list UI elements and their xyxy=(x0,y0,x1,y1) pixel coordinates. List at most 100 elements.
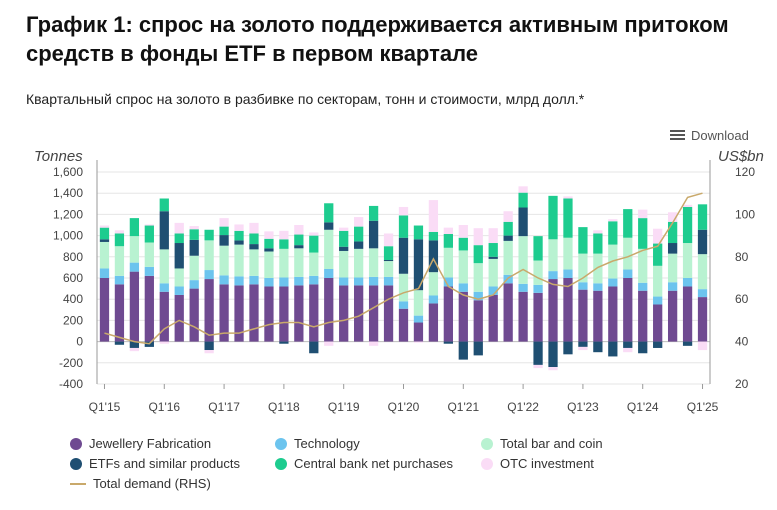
bar-segment-central_bank xyxy=(354,226,364,242)
bar-segment-otc xyxy=(204,350,214,354)
bar-segment-otc xyxy=(234,224,244,231)
legend-item-central-bank[interactable]: Central bank net purchases xyxy=(275,456,453,471)
legend-swatch-technology xyxy=(275,437,287,450)
bar-segment-otc xyxy=(264,231,274,239)
y-tick-label: -400 xyxy=(59,377,83,391)
bar-segment-jewellery xyxy=(608,286,618,342)
legend-item-otc[interactable]: OTC investment xyxy=(481,456,594,471)
bar-segment-technology xyxy=(398,301,409,309)
download-label: Download xyxy=(691,128,749,143)
bar-segment-central_bank xyxy=(294,234,304,246)
bar-segment-central_bank xyxy=(443,234,453,248)
bar-segment-central_bank xyxy=(578,227,588,254)
x-tick-label: Q1'17 xyxy=(208,400,240,414)
menu-icon xyxy=(670,130,685,141)
bar-segment-technology xyxy=(667,282,678,291)
legend-item-technology[interactable]: Technology xyxy=(275,436,360,451)
bar-segment-etf xyxy=(324,222,334,230)
bar-segment-jewellery xyxy=(129,271,140,342)
bar-segment-central_bank xyxy=(682,206,693,244)
legend-item-jewellery[interactable]: Jewellery Fabrication xyxy=(70,436,211,451)
bar-segment-technology xyxy=(697,289,708,298)
legend-item-etf[interactable]: ETFs and similar products xyxy=(70,456,240,471)
bar-segment-bar_coin xyxy=(563,237,573,270)
bar-segment-jewellery xyxy=(488,294,498,342)
bar-segment-technology xyxy=(428,295,439,304)
x-tick-label: Q1'19 xyxy=(328,400,360,414)
bar-segment-jewellery xyxy=(279,286,289,342)
bar-segment-jewellery xyxy=(368,285,379,342)
bar-segment-central_bank xyxy=(667,221,678,244)
bar-segment-etf xyxy=(354,241,364,249)
bar-segment-technology xyxy=(219,275,229,285)
bar-segment-bar_coin xyxy=(234,244,244,277)
bar-segment-jewellery xyxy=(144,275,154,342)
bar-segment-etf xyxy=(428,240,439,273)
bar-segment-otc xyxy=(443,227,453,235)
y-tick-label: 200 xyxy=(63,313,83,327)
bar-segment-bar_coin xyxy=(368,248,379,277)
legend-swatch-total-demand xyxy=(70,482,86,485)
legend-swatch-bar-coin xyxy=(481,437,493,450)
bar-segment-jewellery xyxy=(99,278,110,342)
bar-segment-bar_coin xyxy=(279,248,289,278)
bar-segment-otc xyxy=(682,204,693,207)
bar-segment-central_bank xyxy=(533,236,543,261)
bar-segment-bar_coin xyxy=(697,254,708,290)
bar-segment-etf xyxy=(638,341,648,354)
bar-segment-jewellery xyxy=(324,278,334,342)
bar-segment-technology xyxy=(383,276,394,286)
bar-segment-otc xyxy=(294,225,304,235)
bar-segment-bar_coin xyxy=(443,247,453,278)
bar-segment-etf xyxy=(309,341,319,354)
bar-segment-otc xyxy=(339,227,349,231)
bar-segment-technology xyxy=(623,269,633,278)
bar-segment-jewellery xyxy=(234,285,244,342)
y-tick-label: 1,400 xyxy=(53,186,83,200)
bar-segment-bar_coin xyxy=(144,242,154,267)
bar-segment-etf xyxy=(383,259,394,262)
bar-segment-etf xyxy=(368,220,379,249)
bar-segment-bar_coin xyxy=(473,263,483,292)
bar-segment-central_bank xyxy=(309,235,319,253)
bar-segment-otc xyxy=(578,346,588,351)
bar-segment-otc xyxy=(174,222,184,234)
left-axis-title: Tonnes xyxy=(34,148,83,165)
bar-segment-technology xyxy=(324,268,334,278)
x-tick-label: Q1'21 xyxy=(447,400,479,414)
bar-segment-otc xyxy=(458,225,468,238)
bar-segment-central_bank xyxy=(518,192,528,208)
bar-segment-central_bank xyxy=(383,246,394,260)
bar-segment-bar_coin xyxy=(309,252,319,276)
legend-item-total-demand[interactable]: Total demand (RHS) xyxy=(70,476,211,491)
bar-segment-jewellery xyxy=(697,297,708,342)
download-button[interactable]: Download xyxy=(670,128,749,143)
bar-segment-bar_coin xyxy=(204,240,214,271)
bar-segment-technology xyxy=(174,286,184,295)
bar-segment-bar_coin xyxy=(503,240,513,275)
bar-segment-etf xyxy=(548,341,558,368)
bar-segment-technology xyxy=(99,268,110,278)
bar-segment-etf xyxy=(623,341,633,348)
x-tick-label: Q1'24 xyxy=(627,400,659,414)
bar-segment-etf xyxy=(174,243,184,269)
x-tick-label: Q1'22 xyxy=(507,400,539,414)
bar-segment-technology xyxy=(413,315,424,323)
bar-segment-etf xyxy=(533,341,543,365)
bar-segment-etf xyxy=(339,246,349,251)
bar-segment-central_bank xyxy=(503,221,513,236)
bar-segment-otc xyxy=(309,232,319,236)
bar-segment-bar_coin xyxy=(159,249,169,284)
right-axis-title: US$bn xyxy=(718,148,764,165)
bar-segment-etf xyxy=(563,341,573,355)
bar-segment-etf xyxy=(578,341,588,347)
x-tick-label: Q1'20 xyxy=(388,400,420,414)
bar-segment-otc xyxy=(697,341,708,351)
y-tick-label: 1,000 xyxy=(53,229,83,243)
legend-item-bar-coin[interactable]: Total bar and coin xyxy=(481,436,603,451)
bar-segment-central_bank xyxy=(249,233,259,245)
bar-segment-otc xyxy=(623,347,633,353)
bar-segment-central_bank xyxy=(174,233,184,244)
bar-segment-jewellery xyxy=(204,279,214,342)
bar-segment-bar_coin xyxy=(653,265,663,297)
